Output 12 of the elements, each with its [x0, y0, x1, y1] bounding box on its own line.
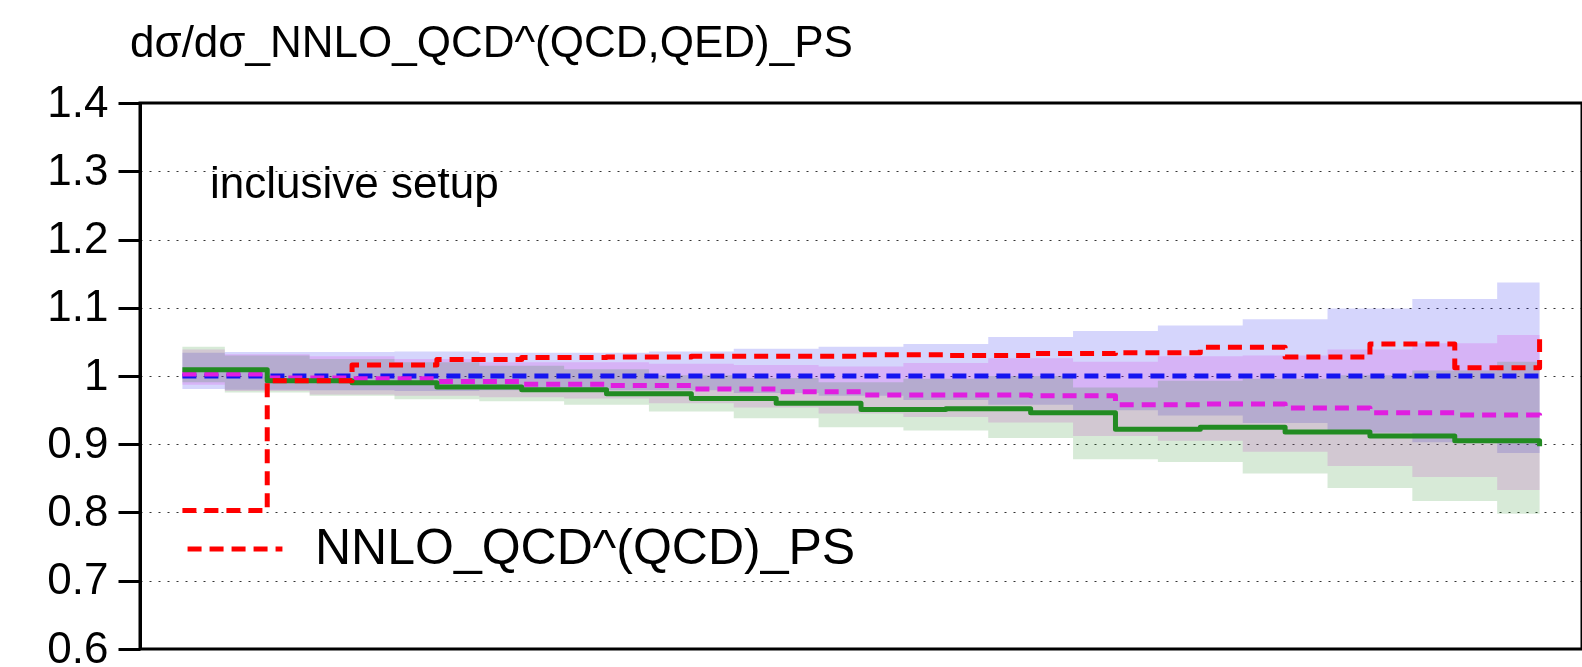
- y-tick-label: 1.3: [47, 144, 109, 194]
- legend-label: NNLO_QCD^(QCD)_PS: [315, 519, 856, 575]
- y-tick-label: 1.2: [47, 213, 109, 262]
- y-axis-title: dσ/dσ_NNLO_QCD^(QCD,QED)_PS: [130, 17, 853, 66]
- y-tick-label: 1: [84, 349, 109, 399]
- y-tick-label: 0.7: [47, 554, 109, 604]
- y-tick-label: 0.6: [47, 622, 109, 667]
- y-tick-label: 1.1: [47, 281, 109, 331]
- y-tick-label: 0.8: [47, 486, 109, 535]
- y-tick-label: 1.4: [47, 76, 109, 126]
- annotation: inclusive setup: [210, 158, 499, 207]
- y-tick-label: 0.9: [47, 417, 109, 467]
